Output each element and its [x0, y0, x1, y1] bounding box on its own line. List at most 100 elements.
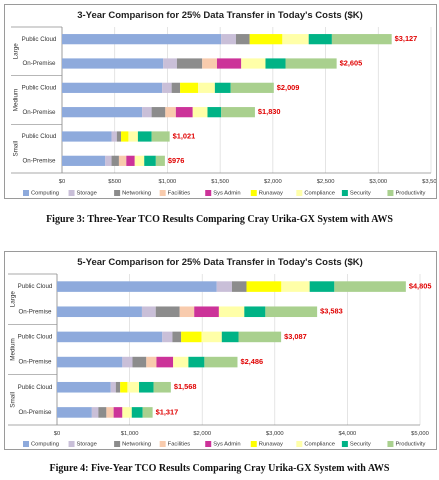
chart1-category-label: On-Premise: [22, 109, 56, 116]
chart2-legend-swatch-compliance: [296, 441, 303, 447]
chart1-category-label: On-Premise: [22, 60, 56, 67]
chart2-bar-storage: [122, 356, 133, 368]
chart2-total-label: $2,486: [240, 357, 263, 366]
chart1-bar-facilities: [202, 58, 217, 69]
chart1-bar-sys-admin: [126, 155, 135, 166]
chart1-total-label: $2,009: [277, 83, 300, 92]
chart1-bar-computing: [62, 82, 163, 93]
chart2-bar-computing: [57, 356, 123, 368]
chart2-bar-security: [131, 407, 143, 418]
chart2-bar-productivity: [265, 306, 318, 318]
chart1-bar-networking: [176, 58, 203, 69]
chart1-bar-facilities: [118, 155, 127, 166]
chart2-legend-swatch-storage: [68, 441, 75, 447]
chart1-legend-item-networking: Networking: [114, 190, 151, 197]
chart1-x-tick-label: $3,500: [422, 179, 436, 185]
chart2-bar-security: [188, 356, 205, 368]
chart2-bar-computing: [57, 331, 163, 343]
chart2-total-label: $4,805: [409, 282, 432, 291]
chart-3-year-panel: 3-Year Comparison for 25% Data Transfer …: [4, 4, 437, 199]
chart1-legend-label: Runaway: [259, 191, 283, 197]
chart2-bar-security: [139, 381, 154, 393]
chart1-total-label: $3,127: [395, 34, 418, 43]
chart2-bar-storage: [216, 281, 232, 292]
chart1-bar-productivity: [285, 58, 337, 69]
chart1-bar-compliance: [282, 34, 309, 45]
chart2-legend-item-compliance: Compliance: [296, 441, 335, 448]
chart1-bar-compliance: [134, 155, 145, 166]
chart1-bar-networking: [116, 131, 122, 142]
chart1-bar-security: [308, 34, 332, 45]
chart1-bar-storage: [163, 58, 177, 69]
chart1-total-label: $976: [168, 156, 184, 165]
chart1-legend-item-productivity: Productivity: [387, 190, 426, 197]
chart1-legend-swatch-networking: [114, 190, 121, 196]
chart-3-year: 3-Year Comparison for 25% Data Transfer …: [11, 10, 436, 197]
chart1-category-label: Public Cloud: [22, 36, 57, 43]
chart-5-year: 5-Year Comparison for 25% Data Transfer …: [8, 257, 432, 448]
chart2-legend-item-computing: Computing: [23, 441, 59, 448]
chart1-legend-item-runaway: Runaway: [250, 190, 283, 197]
chart2-bar-productivity: [142, 407, 153, 418]
chart1-legend-swatch-compliance: [296, 190, 303, 196]
chart1-category-label: Public Cloud: [22, 133, 57, 140]
chart2-bar-facilities: [106, 407, 114, 418]
chart2-total-label: $3,583: [320, 307, 343, 316]
chart2-total-label: $1,317: [156, 407, 179, 416]
chart1-bar-networking: [235, 34, 250, 45]
chart1-title: 3-Year Comparison for 25% Data Transfer …: [77, 10, 363, 21]
chart2-bar-sys-admin: [194, 306, 219, 318]
chart2-legend-item-storage: Storage: [68, 441, 97, 448]
chart2-legend-item-runaway: Runaway: [250, 441, 283, 448]
chart2-x-tick-label: $0: [54, 431, 60, 437]
chart2-x-tick-label: $1,000: [121, 431, 139, 437]
chart2-legend-label: Networking: [122, 442, 151, 448]
chart1-bar-networking: [111, 155, 119, 166]
chart2-bar-compliance: [281, 281, 310, 292]
chart2-bar-runaway: [120, 381, 128, 393]
chart2-bar-productivity: [153, 381, 171, 393]
chart2-legend-label: Productivity: [395, 442, 425, 448]
chart2-legend-swatch-runaway: [250, 441, 257, 447]
chart2-bar-storage: [141, 306, 156, 318]
chart1-total-label: $1,830: [258, 107, 281, 116]
chart2-title: 5-Year Comparison for 25% Data Transfer …: [77, 257, 363, 268]
chart1-legend-label: Compliance: [304, 191, 335, 197]
chart2-legend-swatch-sys-admin: [205, 441, 212, 447]
chart2-legend-label: Runaway: [259, 442, 283, 448]
chart2-group-label-large: Large: [10, 291, 17, 308]
chart2-category-label: On-Premise: [18, 359, 52, 366]
chart1-bar-security: [144, 155, 156, 166]
chart2-bar-security: [309, 281, 335, 292]
chart1-legend-label: Security: [350, 191, 371, 197]
chart2-bar-computing: [57, 281, 217, 292]
chart1-bar-compliance: [198, 82, 215, 93]
chart2-bar-networking: [115, 381, 121, 393]
chart2-legend-swatch-computing: [23, 441, 29, 447]
chart1-x-tick-label: $2,500: [317, 179, 335, 185]
chart1-legend-item-compliance: Compliance: [296, 190, 335, 197]
chart1-x-tick-label: $0: [59, 179, 65, 185]
chart1-category-label: On-Premise: [22, 157, 56, 164]
chart1-legend-label: Storage: [77, 191, 97, 197]
chart2-legend-label: Security: [350, 442, 371, 448]
chart2-bar-networking: [155, 306, 180, 318]
chart2-x-tick-label: $4,000: [339, 431, 357, 437]
chart1-bar-productivity: [155, 155, 165, 166]
chart2-x-tick-label: $3,000: [266, 431, 284, 437]
chart1-bar-storage: [221, 34, 236, 45]
chart-5-year-panel: 5-Year Comparison for 25% Data Transfer …: [4, 251, 437, 450]
chart1-bar-storage: [105, 155, 112, 166]
chart1-bar-security: [265, 58, 286, 69]
figure-4-caption: Figure 4: Five-Year TCO Results Comparin…: [49, 463, 390, 474]
chart1-legend-label: Computing: [31, 191, 59, 197]
chart1-bar-security: [137, 131, 152, 142]
chart2-bar-computing: [57, 306, 142, 318]
chart1-legend-swatch-storage: [68, 190, 75, 196]
chart2-bar-productivity: [238, 331, 282, 343]
chart2-bar-security: [221, 331, 239, 343]
chart1-group-label-small: Small: [13, 141, 20, 157]
chart2-bar-storage: [91, 407, 99, 418]
chart2-category-label: On-Premise: [18, 308, 52, 315]
chart2-bar-networking: [98, 407, 107, 418]
